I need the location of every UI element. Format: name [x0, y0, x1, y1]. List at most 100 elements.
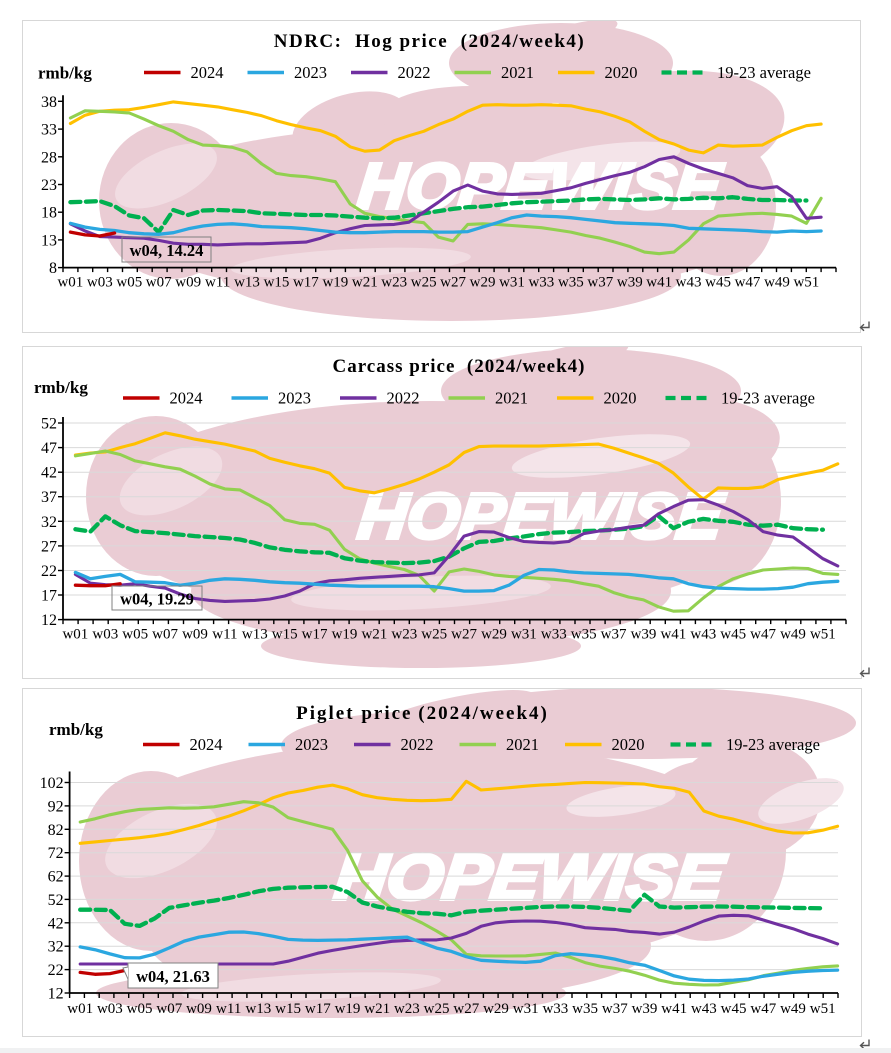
svg-text:2021: 2021 [495, 389, 528, 408]
svg-text:w29: w29 [481, 627, 507, 643]
svg-text:w19: w19 [332, 627, 358, 643]
svg-text:2023: 2023 [295, 735, 328, 754]
svg-text:47: 47 [41, 440, 57, 457]
svg-text:2023: 2023 [278, 389, 311, 408]
svg-text:8: 8 [49, 260, 57, 277]
svg-text:w15: w15 [275, 1001, 301, 1017]
svg-text:w13: w13 [242, 627, 268, 643]
svg-text:w04, 21.63: w04, 21.63 [136, 967, 210, 986]
svg-text:19-23 average: 19-23 average [717, 63, 811, 82]
svg-text:92: 92 [48, 798, 64, 815]
svg-text:2020: 2020 [612, 735, 645, 754]
svg-text:32: 32 [41, 514, 57, 531]
svg-text:13: 13 [41, 232, 57, 249]
svg-text:w31: w31 [499, 275, 525, 291]
svg-text:w43: w43 [676, 275, 702, 291]
svg-text:w17: w17 [302, 627, 328, 643]
svg-text:62: 62 [48, 869, 64, 886]
svg-text:2021: 2021 [501, 63, 534, 82]
svg-text:2022: 2022 [401, 735, 434, 754]
svg-text:w21: w21 [364, 1001, 390, 1017]
svg-text:42: 42 [48, 915, 64, 932]
svg-text:19-23 average: 19-23 average [726, 735, 820, 754]
svg-text:12: 12 [41, 612, 57, 629]
svg-text:w49: w49 [780, 1001, 806, 1017]
svg-text:w37: w37 [587, 275, 613, 291]
svg-text:w39: w39 [632, 1001, 658, 1017]
svg-text:w03: w03 [97, 1001, 123, 1017]
svg-text:w27: w27 [451, 627, 477, 643]
svg-text:w17: w17 [305, 1001, 331, 1017]
svg-text:w05: w05 [116, 275, 142, 291]
svg-text:w19: w19 [335, 1001, 361, 1017]
svg-text:w05: w05 [127, 1001, 153, 1017]
svg-text:w23: w23 [381, 275, 407, 291]
svg-text:w31: w31 [513, 1001, 539, 1017]
svg-text:w51: w51 [810, 627, 836, 643]
svg-text:52: 52 [48, 892, 64, 909]
svg-text:22: 22 [41, 563, 57, 580]
svg-text:w23: w23 [394, 1001, 420, 1017]
svg-text:w49: w49 [764, 275, 790, 291]
svg-text:HOPEWISE: HOPEWISE [332, 841, 730, 913]
svg-text:w09: w09 [175, 275, 201, 291]
svg-text:rmb/kg: rmb/kg [38, 64, 92, 83]
svg-text:23: 23 [41, 177, 57, 194]
svg-text:27: 27 [41, 538, 57, 555]
svg-text:w17: w17 [293, 275, 319, 291]
svg-text:Piglet price (2024/week4): Piglet price (2024/week4) [296, 703, 549, 724]
svg-text:102: 102 [40, 775, 64, 792]
svg-text:w05: w05 [122, 627, 148, 643]
svg-text:17: 17 [41, 588, 57, 605]
svg-text:w11: w11 [216, 1001, 241, 1017]
svg-text:w25: w25 [424, 1001, 450, 1017]
svg-text:Carcass price (2024/week4): Carcass price (2024/week4) [332, 356, 585, 377]
svg-text:82: 82 [48, 822, 64, 839]
svg-text:33: 33 [41, 122, 57, 139]
svg-text:w45: w45 [705, 275, 731, 291]
svg-text:HOPEWISE: HOPEWISE [355, 480, 728, 552]
svg-text:w47: w47 [735, 275, 761, 291]
svg-text:w01: w01 [57, 275, 83, 291]
svg-text:w29: w29 [483, 1001, 509, 1017]
svg-text:w07: w07 [146, 275, 172, 291]
svg-text:w51: w51 [810, 1001, 836, 1017]
svg-text:w43: w43 [691, 1001, 717, 1017]
svg-text:52: 52 [41, 416, 57, 433]
svg-text:w03: w03 [92, 627, 118, 643]
svg-text:w13: w13 [245, 1001, 271, 1017]
svg-text:w41: w41 [660, 627, 686, 643]
svg-text:2020: 2020 [605, 63, 638, 82]
svg-text:2022: 2022 [387, 389, 420, 408]
svg-text:w27: w27 [453, 1001, 479, 1017]
svg-text:NDRC: Hog price (2024/week4): NDRC: Hog price (2024/week4) [274, 31, 585, 52]
svg-text:w29: w29 [470, 275, 496, 291]
svg-text:w49: w49 [780, 627, 806, 643]
svg-text:w07: w07 [156, 1001, 182, 1017]
svg-text:37: 37 [41, 489, 57, 506]
svg-text:w33: w33 [528, 275, 554, 291]
svg-text:18: 18 [41, 205, 57, 222]
svg-text:w21: w21 [352, 275, 378, 291]
svg-text:w43: w43 [690, 627, 716, 643]
svg-text:w11: w11 [212, 627, 237, 643]
svg-text:w27: w27 [440, 275, 466, 291]
svg-text:w25: w25 [421, 627, 447, 643]
svg-text:w15: w15 [272, 627, 298, 643]
svg-text:w45: w45 [720, 627, 746, 643]
svg-text:w04, 19.29: w04, 19.29 [120, 590, 194, 609]
svg-text:w15: w15 [264, 275, 290, 291]
svg-text:22: 22 [48, 962, 64, 979]
svg-text:w47: w47 [750, 1001, 776, 1017]
svg-text:72: 72 [48, 845, 64, 862]
svg-text:2023: 2023 [294, 63, 327, 82]
svg-text:w39: w39 [631, 627, 657, 643]
svg-text:w04, 14.24: w04, 14.24 [130, 241, 204, 260]
svg-text:w37: w37 [601, 627, 627, 643]
svg-text:w25: w25 [411, 275, 437, 291]
svg-text:32: 32 [48, 939, 64, 956]
svg-text:w51: w51 [793, 275, 819, 291]
svg-text:w37: w37 [602, 1001, 628, 1017]
svg-text:HOPEWISE: HOPEWISE [355, 150, 727, 222]
svg-text:2022: 2022 [398, 63, 431, 82]
